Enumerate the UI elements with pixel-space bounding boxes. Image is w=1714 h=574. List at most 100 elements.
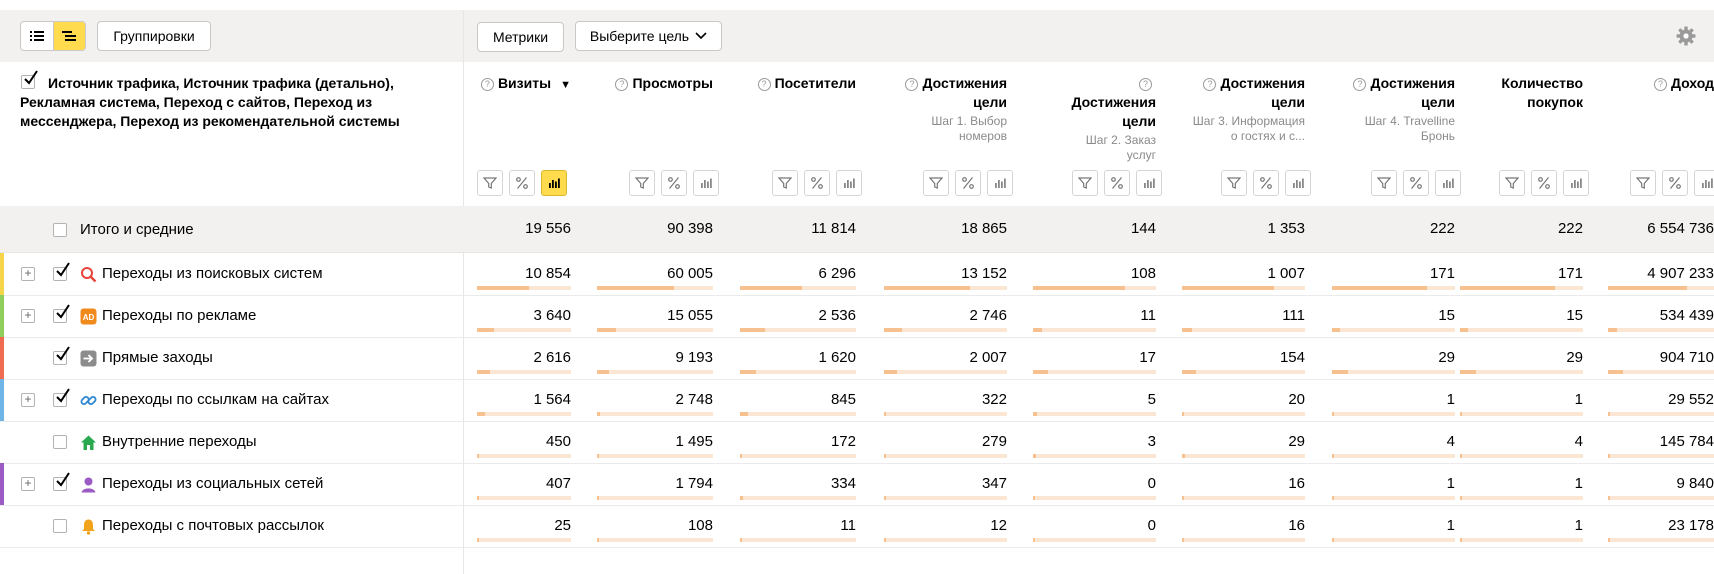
help-icon[interactable]: ? [1139, 78, 1152, 91]
percent-icon[interactable] [804, 170, 830, 196]
row-checkbox[interactable] [53, 435, 67, 449]
row-checkbox[interactable] [53, 346, 70, 365]
chart-icon[interactable] [1435, 170, 1461, 196]
share-bar [477, 370, 490, 374]
metric-header-6[interactable]: ? Достижения цели Шаг 4. Travelline Бронь [1335, 74, 1455, 144]
goal-select[interactable]: Выберите цель [575, 21, 722, 51]
row-checkbox[interactable] [53, 262, 70, 281]
table-row[interactable]: + Переходы из поисковых систем 10 854 60 00… [0, 253, 1714, 296]
metric-header-7[interactable]: Количество покупок [1463, 74, 1583, 112]
percent-icon[interactable] [1104, 170, 1130, 196]
filter-icon[interactable] [1371, 170, 1397, 196]
groupings-button[interactable]: Группировки [97, 21, 211, 51]
percent-icon[interactable] [1662, 170, 1688, 196]
row-checkbox[interactable] [53, 388, 70, 407]
metric-header-0[interactable]: ? Визиты ▼ [466, 74, 571, 95]
list-view-icon[interactable] [21, 22, 53, 50]
share-bar-track [1033, 412, 1156, 416]
filter-icon[interactable] [477, 170, 503, 196]
filter-icon[interactable] [1221, 170, 1247, 196]
percent-icon[interactable] [509, 170, 535, 196]
metric-header-1[interactable]: ? Просмотры [613, 74, 713, 93]
row-checkbox[interactable] [53, 304, 70, 323]
help-icon[interactable]: ? [905, 78, 919, 91]
filter-icon[interactable] [629, 170, 655, 196]
share-bar-track [1332, 496, 1455, 500]
percent-icon[interactable] [1531, 170, 1557, 196]
filter-icon[interactable] [1072, 170, 1098, 196]
metric-header-4[interactable]: ? Достижения цели Шаг 2. Заказ услуг [1056, 74, 1156, 163]
expand-row-button[interactable]: + [21, 309, 35, 323]
metric-header-8[interactable]: ? Доход [1604, 74, 1714, 93]
chart-icon[interactable] [1136, 170, 1162, 196]
view-mode-toggle[interactable] [20, 21, 86, 51]
share-bar [1182, 412, 1184, 416]
row-label[interactable]: Переходы по ссылкам на сайтах [102, 391, 329, 408]
chart-icon[interactable] [987, 170, 1013, 196]
row-label[interactable]: Переходы с почтовых рассылок [102, 517, 324, 534]
totals-value: 90 398 [667, 220, 713, 237]
tree-view-icon[interactable] [52, 22, 85, 50]
chevron-down-icon [695, 32, 707, 40]
totals-checkbox[interactable] [53, 223, 67, 237]
metric-header-2[interactable]: ? Посетители [756, 74, 856, 93]
share-bar-track [1608, 496, 1714, 500]
metric-value: 845 [830, 391, 856, 408]
grouping-header-checkbox[interactable] [21, 70, 38, 89]
help-icon[interactable]: ? [480, 78, 494, 91]
row-checkbox[interactable] [53, 519, 67, 533]
row-label[interactable]: Внутренние переходы [102, 433, 257, 450]
expand-row-button[interactable]: + [21, 267, 35, 281]
table-row[interactable]: Прямые заходы 2 616 9 193 1 620 2 007 17 154 29… [0, 337, 1714, 380]
percent-icon[interactable] [955, 170, 981, 196]
percent-icon[interactable] [1253, 170, 1279, 196]
share-bar [1332, 538, 1334, 542]
help-icon[interactable]: ? [1653, 78, 1667, 91]
percent-icon[interactable] [1403, 170, 1429, 196]
share-bar-track [597, 286, 713, 290]
help-icon[interactable]: ? [1203, 78, 1217, 91]
row-label[interactable]: Переходы по рекламе [102, 307, 257, 324]
expand-row-button[interactable]: + [21, 393, 35, 407]
help-icon[interactable]: ? [615, 78, 629, 91]
social-icon [81, 477, 96, 493]
metrics-button[interactable]: Метрики [477, 22, 564, 52]
filter-icon[interactable] [772, 170, 798, 196]
filter-icon[interactable] [923, 170, 949, 196]
share-bar-track [884, 412, 1007, 416]
row-label[interactable]: Прямые заходы [102, 349, 213, 366]
help-icon[interactable]: ? [757, 78, 771, 91]
chart-icon[interactable] [1285, 170, 1311, 196]
metric-value: 1 [1574, 475, 1583, 492]
metric-value: 29 552 [1668, 391, 1714, 408]
table-row[interactable]: Внутренние переходы 450 1 495 172 279 3 29 4 4 14… [0, 421, 1714, 464]
table-row[interactable]: + AD Переходы по рекламе 3 640 15 055 2 536 2 … [0, 295, 1714, 338]
table-row[interactable]: Переходы с почтовых рассылок 25 108 11 12 0 16… [0, 505, 1714, 548]
row-label[interactable]: Переходы из социальных сетей [102, 475, 324, 492]
row-label[interactable]: Переходы из поисковых систем [102, 265, 323, 282]
help-icon[interactable]: ? [1353, 78, 1367, 91]
table-row[interactable]: + Переходы по ссылкам на сайтах 1 564 2 748… [0, 379, 1714, 422]
share-bar [477, 412, 485, 416]
filter-icon[interactable] [1499, 170, 1525, 196]
totals-value: 6 554 736 [1647, 220, 1714, 237]
chart-icon[interactable] [836, 170, 862, 196]
chart-icon[interactable] [1563, 170, 1589, 196]
expand-row-button[interactable]: + [21, 477, 35, 491]
settings-gear-icon[interactable] [1676, 26, 1696, 46]
row-checkbox[interactable] [53, 472, 70, 491]
metric-header-3[interactable]: ? Достижения цели Шаг 1. Выбор номеров [887, 74, 1007, 144]
metric-title: ? Визиты ▼ [466, 74, 571, 95]
chart-icon[interactable] [1694, 170, 1714, 196]
chart-icon[interactable] [541, 170, 567, 196]
share-bar-track [740, 328, 856, 332]
table-row[interactable]: + Переходы из социальных сетей 407 1 794 334… [0, 463, 1714, 506]
percent-icon[interactable] [661, 170, 687, 196]
share-bar-track [1460, 370, 1583, 374]
sort-desc-icon[interactable]: ▼ [557, 79, 571, 91]
chart-icon[interactable] [693, 170, 719, 196]
metric-value: 334 [830, 475, 856, 492]
metric-header-5[interactable]: ? Достижения цели Шаг 3. Информация о гост… [1185, 74, 1305, 144]
filter-icon[interactable] [1630, 170, 1656, 196]
home-icon [81, 435, 96, 450]
